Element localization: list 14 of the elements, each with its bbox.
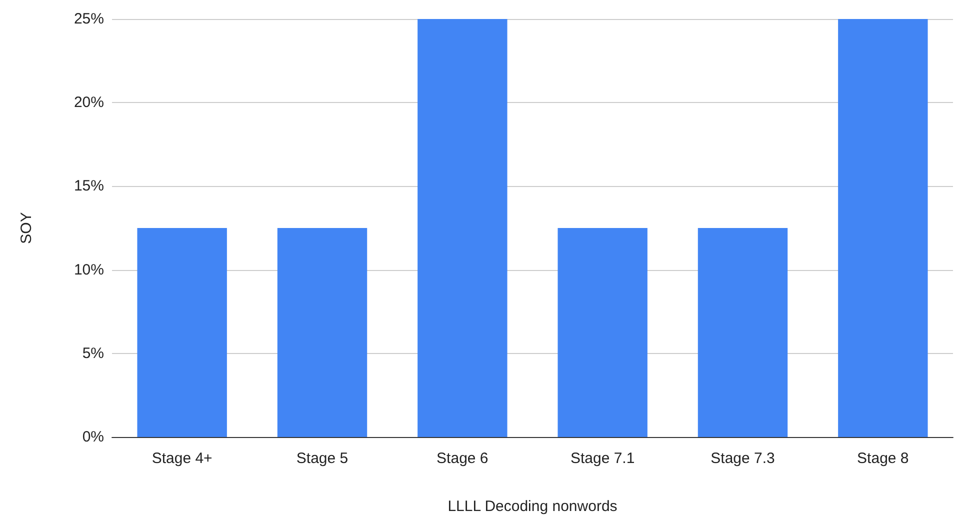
y-tick-label: 5% (82, 344, 104, 362)
y-axis-title: SOY (18, 212, 35, 244)
x-tick-label: Stage 4+ (152, 450, 213, 467)
x-tick-label: Stage 7.1 (570, 450, 635, 467)
x-tick-label: Stage 5 (296, 450, 348, 467)
x-tick-label: Stage 6 (436, 450, 488, 467)
x-tick-label: Stage 7.3 (710, 450, 775, 467)
x-axis-title: LLLL Decoding nonwords (448, 498, 618, 515)
y-tick-label: 0% (82, 428, 104, 446)
x-tick-label: Stage 8 (857, 450, 909, 467)
y-tick-label: 15% (74, 178, 104, 195)
y-tick-label: 10% (74, 261, 104, 278)
y-tick-label: 25% (74, 10, 104, 28)
y-tick-label: 20% (74, 94, 104, 112)
